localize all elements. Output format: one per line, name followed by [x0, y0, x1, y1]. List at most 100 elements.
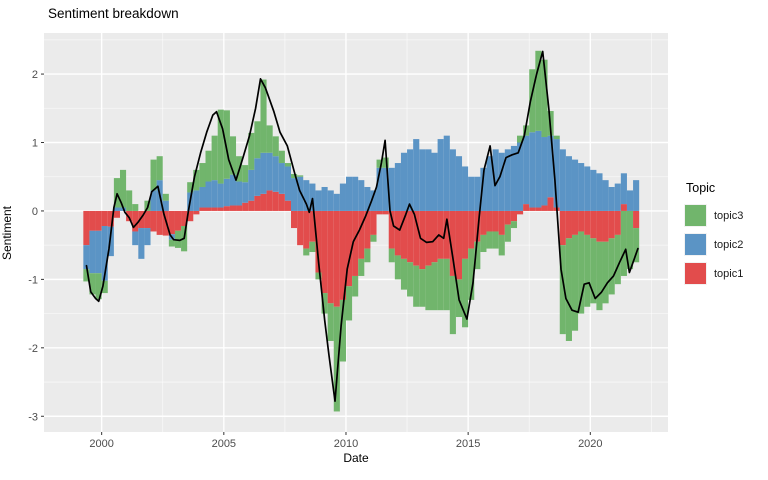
x-tick-label: 2010 — [334, 438, 358, 450]
bar-segment-topic3 — [407, 262, 414, 297]
bar-segment-topic3 — [474, 241, 481, 270]
bar-segment-topic3 — [345, 286, 353, 321]
bar-segment-topic3 — [193, 169, 200, 191]
bar-segment-topic1 — [132, 210, 139, 232]
bar-segment-topic2 — [101, 225, 108, 281]
y-tick-label: 2 — [32, 69, 38, 81]
bar-segment-topic1 — [83, 210, 90, 246]
bar-segment-topic2 — [614, 183, 621, 211]
bar-segment-topic2 — [211, 180, 218, 208]
bar-segment-topic1 — [205, 207, 212, 211]
bar-segment-topic2 — [339, 183, 346, 211]
bar-segment-topic1 — [510, 210, 518, 222]
bar-segment-topic1 — [181, 210, 188, 226]
bar-segment-topic1 — [498, 210, 505, 235]
bar-segment-topic1 — [321, 210, 328, 294]
legend-title: Topic — [686, 181, 716, 195]
bar-segment-topic2 — [407, 149, 414, 211]
bar-segment-topic1 — [364, 210, 371, 249]
bar-segment-topic1 — [150, 210, 157, 232]
bar-segment-topic1 — [517, 210, 524, 215]
bar-segment-topic1 — [333, 210, 340, 307]
bar-segment-topic3 — [364, 248, 371, 263]
bar-segment-topic3 — [113, 178, 120, 208]
bar-segment-topic3 — [266, 125, 273, 153]
bar-segment-topic1 — [266, 190, 273, 211]
bar-segment-topic2 — [193, 190, 200, 211]
bar-segment-topic1 — [138, 210, 145, 229]
bar-segment-topic2 — [455, 156, 463, 211]
bar-segment-topic3 — [449, 275, 456, 335]
bar-segment-topic1 — [339, 210, 346, 300]
bar-segment-topic1 — [407, 210, 414, 263]
bar-segment-topic2 — [278, 163, 285, 194]
bar-segment-topic3 — [248, 132, 255, 170]
bar-segment-topic1 — [352, 210, 359, 276]
bar-segment-topic2 — [217, 183, 224, 208]
bar-segment-topic2 — [260, 152, 267, 194]
x-tick-label: 2000 — [89, 438, 113, 450]
bar-segment-topic3 — [400, 258, 408, 290]
bar-segment-topic3 — [126, 190, 133, 211]
bar-segment-topic1 — [596, 210, 603, 242]
bar-segment-topic3 — [394, 255, 401, 280]
bar-segment-topic3 — [242, 165, 249, 183]
bar-segment-topic2 — [486, 156, 493, 211]
bar-segment-topic1 — [229, 205, 237, 211]
y-tick-label: 0 — [32, 206, 38, 218]
bar-segment-topic3 — [468, 248, 475, 300]
bar-segment-topic3 — [223, 110, 230, 179]
bar-segment-topic1 — [565, 210, 572, 239]
bar-segment-topic2 — [309, 183, 316, 211]
bar-segment-topic3 — [278, 150, 285, 164]
bar-segment-topic2 — [132, 231, 139, 246]
bar-segment-topic3 — [608, 238, 615, 295]
bar-segment-topic1 — [388, 210, 395, 249]
bar-segment-topic1 — [187, 210, 194, 222]
bar-segment-topic1 — [431, 210, 438, 263]
bar-segment-topic3 — [614, 234, 621, 285]
bar-segment-topic3 — [260, 79, 267, 153]
bar-segment-topic2 — [633, 180, 640, 211]
bar-segment-topic1 — [156, 210, 163, 235]
bar-segment-topic3 — [559, 245, 566, 335]
bar-segment-topic1 — [113, 210, 120, 218]
bar-segment-topic2 — [388, 167, 395, 211]
bar-segment-topic1 — [248, 200, 255, 211]
bar-segment-topic3 — [309, 241, 316, 253]
bar-segment-topic3 — [168, 239, 175, 247]
bar-segment-topic3 — [217, 109, 224, 184]
bar-segment-topic1 — [370, 210, 377, 235]
bar-segment-topic2 — [199, 186, 206, 208]
y-tick-label: -1 — [28, 274, 38, 286]
bar-segment-topic1 — [345, 210, 353, 287]
bar-segment-topic1 — [272, 191, 279, 211]
bar-segment-topic1 — [443, 210, 450, 259]
bar-segment-topic3 — [83, 269, 90, 282]
bar-segment-topic1 — [492, 210, 499, 232]
bar-segment-topic2 — [107, 226, 114, 257]
bar-segment-topic1 — [394, 210, 401, 256]
bar-segment-topic3 — [571, 234, 579, 331]
bar-segment-topic1 — [291, 210, 298, 229]
bar-segment-topic2 — [333, 193, 340, 211]
bar-segment-topic2 — [89, 230, 96, 274]
bar-segment-topic2 — [620, 173, 627, 205]
bar-segment-topic2 — [284, 166, 292, 201]
bar-segment-topic1 — [474, 210, 481, 242]
sentiment-line — [85, 50, 639, 403]
bar-segment-topic2 — [150, 190, 157, 211]
bar-segment-topic2 — [205, 181, 212, 208]
bar-segment-topic3 — [156, 156, 163, 181]
bar-segment-topic1 — [455, 210, 463, 280]
bar-segment-topic3 — [633, 228, 640, 263]
bar-segment-topic2 — [449, 149, 456, 211]
bar-segment-topic3 — [431, 262, 438, 311]
y-axis-title: Sentiment — [0, 205, 14, 261]
bar-segment-topic1 — [578, 210, 585, 232]
bar-segment-topic3 — [211, 135, 218, 181]
bar-segment-topic2 — [492, 149, 499, 211]
bar-segment-topic2 — [358, 180, 365, 211]
bar-segment-topic3 — [498, 234, 505, 256]
